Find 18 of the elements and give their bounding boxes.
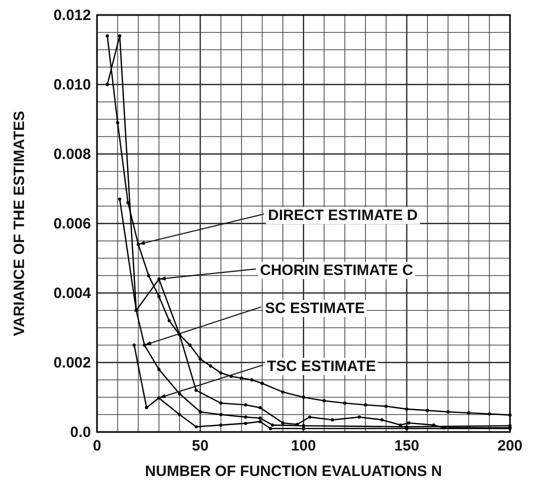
y-tick-label: 0.004 <box>53 284 92 302</box>
x-tick-label: 100 <box>290 438 316 455</box>
y-tick-label: 0.002 <box>53 354 91 372</box>
y-tick-label: 0.006 <box>53 215 91 232</box>
y-tick-label: 0.008 <box>53 146 91 163</box>
text: CHORIN ESTIMATE C <box>260 262 414 279</box>
text: TSC ESTIMATE <box>267 358 376 375</box>
x-tick-label: 0 <box>92 438 102 455</box>
y-tick-label: 0.010 <box>53 76 91 94</box>
x-tick-label: 50 <box>192 438 209 455</box>
x-tick-label: 150 <box>394 438 420 455</box>
text: DIRECT ESTIMATE D <box>268 207 418 224</box>
x-tick-label: 200 <box>497 438 523 455</box>
x-axis-title: NUMBER OF FUNCTION EVALUATIONS N <box>145 463 442 480</box>
y-tick-label: 0.012 <box>53 6 91 24</box>
y-tick-label: 0.0 <box>70 424 91 441</box>
text: SC ESTIMATE <box>265 300 365 317</box>
y-axis-title: VARIANCE OF THE ESTIMATES <box>11 110 28 336</box>
